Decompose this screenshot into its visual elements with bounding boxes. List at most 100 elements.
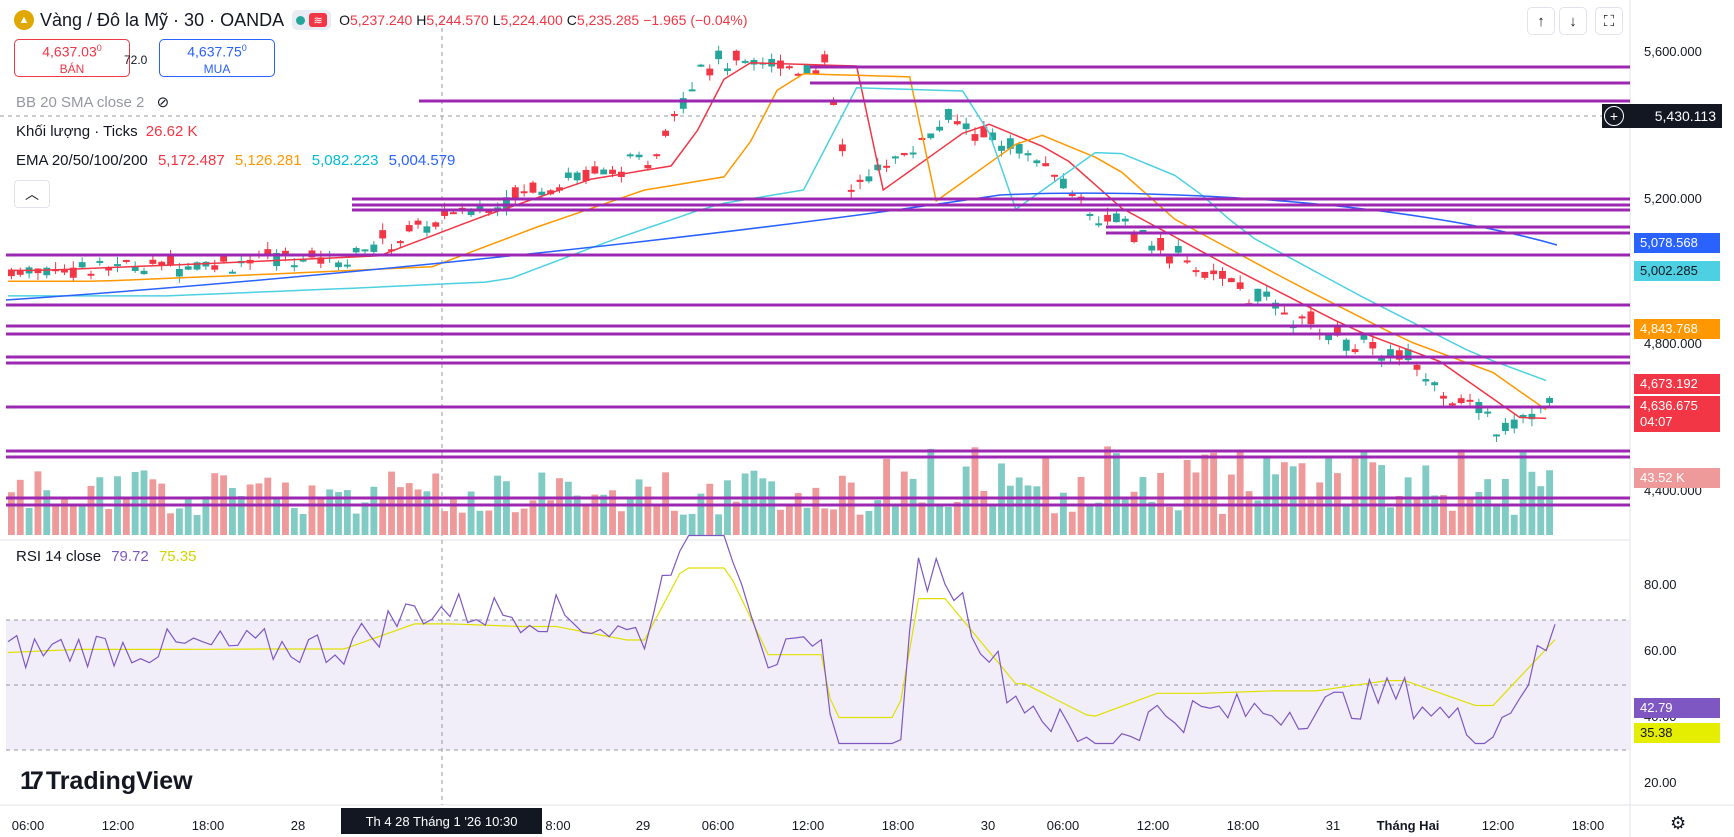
candle-body <box>1528 413 1536 420</box>
candle-body <box>229 271 236 274</box>
candle-body <box>1183 260 1191 263</box>
chevron-up-icon[interactable]: ︿ <box>14 180 50 208</box>
volume-bar <box>777 509 784 535</box>
candle-body <box>335 262 342 268</box>
volume-bar <box>1528 471 1536 535</box>
candle-body <box>892 156 899 159</box>
bb-legend[interactable]: BB 20 SMA close 2 ⊘ <box>16 94 170 111</box>
symbol-title[interactable]: Vàng / Đô la Mỹ · 30 · OANDA <box>40 9 285 30</box>
candle-body <box>193 262 201 270</box>
candle-body <box>1501 422 1509 432</box>
time-axis-label: 18:00 <box>191 818 225 833</box>
tradingview-logo[interactable]: 17 TradingView <box>20 767 193 795</box>
candle-body <box>1024 153 1032 156</box>
candle-body <box>1059 178 1067 189</box>
rsi-legend[interactable]: RSI 14 close 79.72 75.35 <box>16 548 197 565</box>
candle-body <box>1148 245 1156 251</box>
volume-bar <box>405 483 413 535</box>
volume-bar <box>1457 449 1465 535</box>
candle-body <box>379 230 387 239</box>
volume-bar <box>1006 485 1014 535</box>
candle-body <box>441 209 448 216</box>
volume-legend[interactable]: Khối lượng · Ticks 26.62 K <box>16 123 198 140</box>
ema-legend[interactable]: EMA 20/50/100/200 5,172.487 5,126.281 5,… <box>16 152 456 169</box>
volume-bar <box>450 499 457 535</box>
candle-body <box>1325 335 1332 341</box>
candle-body <box>131 266 139 271</box>
ohlc-close: C5,235.285 <box>566 12 640 28</box>
tradingview-mark-icon: 17 <box>20 767 44 795</box>
candle-body <box>432 222 440 227</box>
time-axis-label: 31 <box>1325 818 1341 833</box>
candle-body <box>715 50 723 60</box>
market-open-dot-icon <box>296 15 306 25</box>
status-pill[interactable]: ≋ <box>292 10 332 30</box>
candle-body <box>1422 379 1430 382</box>
volume-bar <box>69 504 77 535</box>
volume-bar <box>1395 495 1403 535</box>
candle-body <box>918 137 926 140</box>
candle-body <box>43 267 51 276</box>
candle-body <box>503 197 510 210</box>
time-axis-label: 12:00 <box>1136 818 1170 833</box>
volume-bar <box>520 508 528 535</box>
candle-body <box>167 256 174 266</box>
candle-body <box>220 256 227 262</box>
volume-bar <box>785 503 793 535</box>
volume-bar <box>78 504 86 535</box>
candle-body <box>423 226 431 233</box>
candle-body <box>273 252 281 267</box>
candle-body <box>1510 419 1518 429</box>
volume-bar <box>1236 451 1244 535</box>
time-axis-label: 18:00 <box>1571 818 1605 833</box>
volume-bar <box>441 511 448 535</box>
volume-bar <box>122 498 130 535</box>
candle-body <box>1192 270 1200 273</box>
volume-bar <box>175 508 183 535</box>
volume-bar <box>830 509 837 535</box>
volume-bar <box>1316 482 1324 535</box>
ohlc-change: −1.965 (−0.04%) <box>643 12 748 28</box>
volume-bar <box>936 504 944 535</box>
candle-body <box>1121 218 1129 222</box>
sell-button[interactable]: 4,637.030 BÁN <box>14 39 130 77</box>
volume-bar <box>255 483 263 535</box>
volume-bar <box>644 486 652 535</box>
volume-bar <box>34 471 42 535</box>
volume-bar <box>379 496 387 535</box>
crosshair-time-tag: Th 4 28 Tháng 1 '26 10:30 <box>341 808 542 834</box>
candle-body <box>1210 270 1218 275</box>
candle-body <box>838 144 846 152</box>
candle-body <box>1042 163 1050 167</box>
candle-body <box>671 113 678 116</box>
volume-bar <box>361 502 369 535</box>
rsi-axis-label: 20.00 <box>1644 775 1677 790</box>
arrow-up-icon[interactable]: ↑ <box>1527 7 1555 35</box>
candle-body <box>264 249 272 255</box>
settings-gear-icon[interactable]: ⚙ <box>1670 813 1687 833</box>
volume-bar <box>768 481 776 535</box>
volume-bar <box>556 478 563 535</box>
time-axis-label: 29 <box>635 818 651 833</box>
candle-body <box>573 172 581 181</box>
candle-body <box>741 60 749 63</box>
volume-bar <box>600 494 608 535</box>
last-price-tag: 4,636.675 04:07 <box>1634 396 1720 432</box>
candle-body <box>635 154 643 158</box>
volume-bar <box>697 493 705 535</box>
arrow-down-icon[interactable]: ↓ <box>1559 7 1587 35</box>
buy-button[interactable]: 4,637.750 MUA <box>159 39 275 77</box>
volume-bar <box>1448 510 1456 535</box>
plus-circle-icon[interactable]: + <box>1604 106 1624 126</box>
eye-off-icon[interactable]: ⊘ <box>156 94 170 111</box>
volume-bar <box>706 483 714 535</box>
candle-body <box>16 270 24 275</box>
ohlc-open: O5,237.240 <box>339 12 413 28</box>
fullscreen-icon[interactable]: ⛶ <box>1595 7 1623 35</box>
candle-body <box>1484 411 1492 414</box>
time-axis-label: 12:00 <box>101 818 135 833</box>
candle-body <box>989 132 997 141</box>
volume-bar <box>732 501 740 535</box>
candle-body <box>1015 143 1023 154</box>
